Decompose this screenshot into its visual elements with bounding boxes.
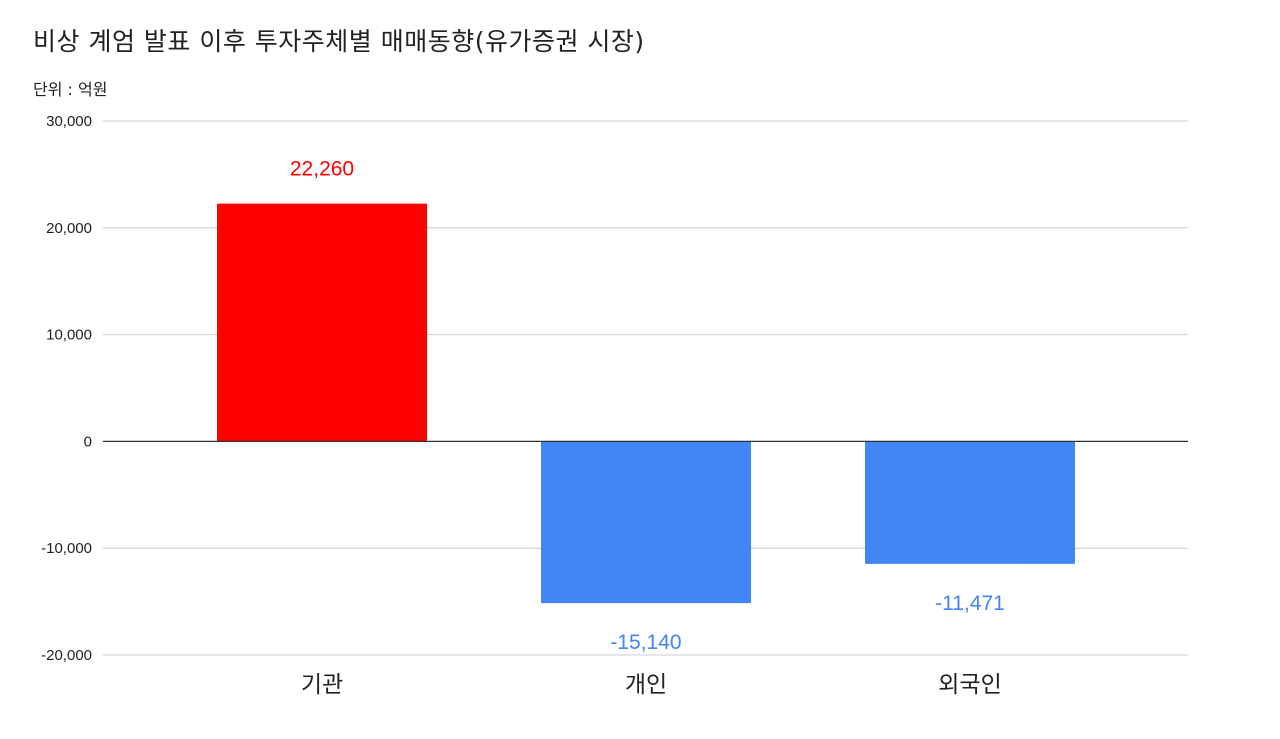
bars [217, 203, 1075, 604]
x-axis-label: 외국인 [938, 672, 1001, 698]
x-axis-label: 기관 [301, 672, 343, 698]
bar-기관 [217, 203, 427, 442]
data-label: -11,471 [935, 592, 1005, 615]
bar-외국인 [865, 441, 1075, 564]
y-tick-label: -10,000 [41, 540, 92, 557]
y-tick-label: 0 [84, 433, 92, 450]
y-tick-label: -20,000 [41, 647, 92, 664]
y-tick-label: 30,000 [46, 113, 92, 130]
x-axis-label: 개인 [625, 672, 667, 698]
data-labels: 22,260 -15,140 -11,471 [290, 158, 1005, 654]
bar-개인 [541, 441, 751, 604]
y-axis-ticks: 30,000 20,000 10,000 0 -10,000 -20,000 [41, 113, 92, 664]
y-tick-label: 20,000 [46, 220, 92, 237]
data-label: -15,140 [610, 631, 681, 654]
chart-unit-label: 단위 : 억원 [33, 80, 108, 99]
data-label: 22,260 [290, 158, 354, 181]
chart-title: 비상 계엄 발표 이후 투자주체별 매매동향(유가증권 시장) [33, 27, 645, 56]
y-tick-label: 10,000 [46, 327, 92, 344]
x-axis-labels: 기관 개인 외국인 [301, 672, 1002, 698]
